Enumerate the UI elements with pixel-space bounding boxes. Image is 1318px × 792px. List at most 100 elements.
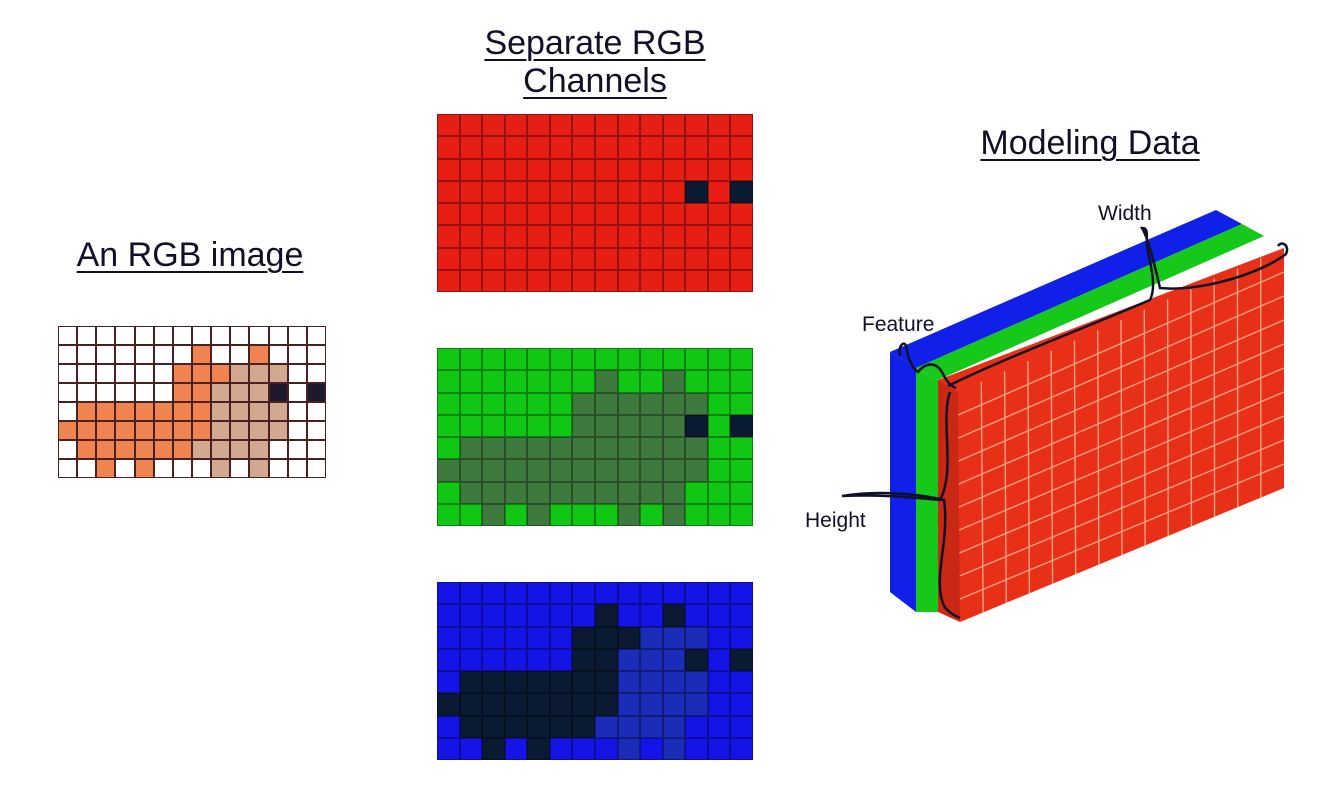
green-pixel [504, 392, 528, 415]
green-pixel [437, 437, 460, 460]
image-pixel [134, 383, 154, 402]
blue-pixel [437, 604, 460, 627]
red-pixel [572, 247, 595, 270]
image-pixel [77, 459, 97, 478]
image-pixel [249, 326, 269, 345]
image-pixel [153, 383, 173, 402]
green-pixel [594, 503, 618, 526]
image-pixel [172, 459, 192, 478]
blue-pixel [459, 737, 483, 760]
green-pixel [482, 370, 505, 393]
blue-pixel [527, 715, 550, 738]
blue-pixel [640, 693, 663, 716]
volume-grid-line [958, 367, 1285, 508]
red-pixel [437, 136, 460, 159]
image-pixel [58, 345, 78, 364]
blue-pixel [640, 671, 663, 694]
green-pixel [685, 503, 708, 526]
image-pixel [134, 459, 154, 478]
red-pixel [662, 180, 686, 203]
green-pixel [527, 459, 550, 482]
green-pixel [572, 370, 595, 393]
feature-label: Feature [862, 313, 934, 336]
image-pixel [268, 402, 288, 421]
red-pixel [437, 180, 460, 203]
green-pixel [504, 414, 528, 437]
red-pixel [730, 136, 753, 159]
red-pixel [527, 136, 550, 159]
green-pixel [662, 348, 686, 371]
blue-pixel [617, 604, 641, 627]
blue-pixel [685, 582, 708, 605]
image-pixel [230, 421, 250, 440]
green-pixel [504, 481, 528, 504]
red-pixel [572, 158, 595, 181]
green-pixel [662, 437, 686, 460]
red-pixel [504, 136, 528, 159]
red-pixel [504, 180, 528, 203]
green-pixel [527, 481, 550, 504]
red-pixel [527, 180, 550, 203]
image-pixel [153, 345, 173, 364]
blue-pixel [549, 737, 573, 760]
image-pixel [77, 364, 97, 383]
red-pixel [662, 203, 686, 226]
red-pixel [504, 225, 528, 248]
green-pixel [730, 437, 753, 460]
red-pixel [617, 247, 641, 270]
blue-pixel [527, 582, 550, 605]
image-pixel [287, 421, 307, 440]
green-pixel [730, 459, 753, 482]
green-pixel [730, 503, 753, 526]
blue-pixel [482, 604, 505, 627]
blue-pixel [707, 582, 731, 605]
image-pixel [268, 345, 288, 364]
red-pixel [459, 158, 483, 181]
image-pixel [249, 421, 269, 440]
image-pixel [134, 402, 154, 421]
image-pixel [191, 440, 212, 459]
red-pixel [662, 247, 686, 270]
blue-pixel [504, 626, 528, 649]
image-pixel [287, 440, 307, 459]
green-pixel [617, 481, 641, 504]
image-pixel [58, 440, 78, 459]
blue-pixel [437, 693, 460, 716]
blue-pixel [527, 693, 550, 716]
red-pixel [594, 225, 618, 248]
red-pixel [504, 269, 528, 292]
height-label: Height [805, 509, 866, 532]
red-pixel [662, 136, 686, 159]
blue-channel-grid [437, 582, 753, 760]
image-pixel [249, 364, 269, 383]
red-pixel [549, 225, 573, 248]
red-pixel [662, 158, 686, 181]
red-pixel [549, 203, 573, 226]
blue-pixel [640, 715, 663, 738]
red-pixel [640, 269, 663, 292]
green-pixel [459, 392, 483, 415]
red-pixel [527, 158, 550, 181]
green-pixel [685, 348, 708, 371]
image-pixel [230, 345, 250, 364]
green-pixel [549, 348, 573, 371]
blue-pixel [685, 693, 708, 716]
green-pixel [482, 437, 505, 460]
green-pixel [459, 481, 483, 504]
blue-pixel [662, 693, 686, 716]
green-pixel [640, 348, 663, 371]
green-pixel [527, 437, 550, 460]
red-pixel [685, 203, 708, 226]
image-pixel [268, 440, 288, 459]
volume-red-front [938, 248, 1284, 622]
blue-pixel [504, 582, 528, 605]
green-pixel [527, 370, 550, 393]
image-pixel [268, 459, 288, 478]
image-pixel [172, 402, 192, 421]
blue-pixel [437, 715, 460, 738]
green-pixel [437, 459, 460, 482]
green-pixel [640, 392, 663, 415]
red-pixel [482, 136, 505, 159]
green-pixel [640, 481, 663, 504]
green-pixel [504, 348, 528, 371]
